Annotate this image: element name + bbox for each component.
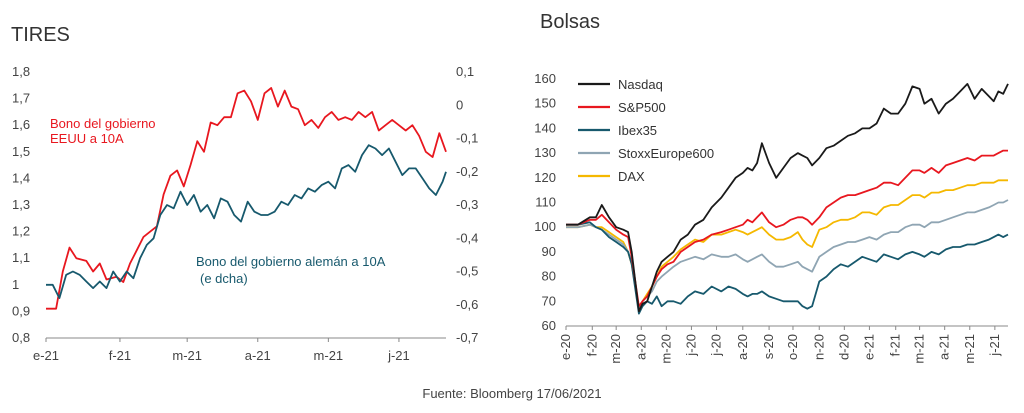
tires-left-tick-label: 0,9 — [12, 303, 30, 318]
bolsas-line-ibex35 — [566, 221, 1009, 315]
bolsas-y-tick-label: 150 — [534, 96, 556, 111]
bolsas-x-tick-label: m-21 — [962, 334, 977, 364]
bolsas-x-tick-label: e-20 — [558, 334, 573, 360]
bolsas-x-tick-label: j-21 — [987, 334, 1002, 357]
bolsas-x-tick-label: m-20 — [658, 334, 673, 364]
tires-right-tick-label: 0,1 — [456, 64, 474, 79]
bolsas-line-nasdaq — [566, 83, 1009, 313]
bolsas-y-tick-label: 100 — [534, 219, 556, 234]
tires-left-tick-label: 1,4 — [12, 170, 30, 185]
bolsas-x-tick-label: a-21 — [937, 334, 952, 360]
bolsas-y-tick-label: 120 — [534, 170, 556, 185]
tires-x-tick-label: m-21 — [172, 348, 202, 363]
de-bond-label-line1: Bono del gobierno alemán a 10A — [196, 254, 386, 269]
de-bond-label-line2: (e dcha) — [200, 271, 248, 286]
legend-label: DAX — [618, 169, 645, 184]
bolsas-x-tick-label: m-20 — [608, 334, 623, 364]
bolsas-y-tick-label: 70 — [542, 293, 556, 308]
tires-left-tick-label: 1,7 — [12, 91, 30, 106]
tires-right-tick-label: -0,5 — [456, 264, 478, 279]
tires-right-tick-label: -0,7 — [456, 330, 478, 345]
tires-x-tick-label: a-21 — [245, 348, 271, 363]
tires-chart-title: TIRES — [11, 24, 70, 46]
bolsas-x-tick-label: j-20 — [683, 334, 698, 357]
bolsas-x-tick-label: f-20 — [584, 334, 599, 356]
bolsas-x-tick-label: d-20 — [836, 334, 851, 360]
bolsas-y-tick-label: 130 — [534, 145, 556, 160]
tires-series — [46, 87, 447, 310]
tires-x-tick-label: e-21 — [33, 348, 59, 363]
bolsas-x-tick-label: e-21 — [861, 334, 876, 360]
bolsas-x-tick-label: f-21 — [888, 334, 903, 356]
legend-label: StoxxEurope600 — [618, 146, 714, 161]
tires-left-tick-label: 1,5 — [12, 144, 30, 159]
bolsas-x-tick-label: o-20 — [785, 334, 800, 360]
bolsas-x-tick-label: m-21 — [912, 334, 927, 364]
bolsas-y-tick-label: 80 — [542, 269, 556, 284]
bolsas-y-tick-label: 90 — [542, 244, 556, 259]
tires-right-axis: -0,7 -0,6 -0,5 -0,4 -0,3 -0,2 -0,1 0 0,1 — [456, 64, 478, 345]
bolsas-x-tick-label: n-20 — [811, 334, 826, 360]
us-bond-label-line2: EEUU a 10A — [50, 131, 124, 146]
tires-right-tick-label: -0,1 — [456, 131, 478, 146]
tires-right-tick-label: -0,4 — [456, 230, 478, 245]
tires-left-tick-label: 1,8 — [12, 64, 30, 79]
tires-left-tick-label: 1,3 — [12, 197, 30, 212]
tires-x-axis: e-21 f-21 m-21 a-21 m-21 j-21 — [33, 337, 446, 363]
tires-annotations: Bono del gobierno EEUU a 10A Bono del go… — [50, 116, 386, 286]
tires-right-tick-label: -0,6 — [456, 297, 478, 312]
bolsas-line-stoxxeurope600 — [566, 199, 1009, 310]
us-bond-label-line1: Bono del gobierno — [50, 116, 156, 131]
legend-label: Ibex35 — [618, 123, 657, 138]
tires-right-tick-label: 0 — [456, 97, 463, 112]
tires-x-tick-label: j-21 — [387, 348, 410, 363]
bolsas-x-tick-label: j-20 — [709, 334, 724, 357]
legend-label: Nasdaq — [618, 77, 663, 92]
source-note: Fuente: Bloomberg 17/06/2021 — [422, 386, 602, 401]
tires-left-tick-label: 1,1 — [12, 250, 30, 265]
bolsas-y-tick-label: 110 — [535, 195, 556, 210]
bolsas-legend: Nasdaq S&P500 Ibex35 StoxxEurope600 DAX — [578, 77, 714, 184]
tires-left-tick-label: 0,8 — [12, 330, 30, 345]
bolsas-series — [566, 83, 1009, 315]
tires-left-tick-label: 1 — [12, 277, 19, 292]
tires-left-tick-label: 1,2 — [12, 224, 30, 239]
bolsas-x-tick-label: a-20 — [633, 334, 648, 360]
bolsas-line-sp500 — [566, 149, 1008, 308]
tires-x-tick-label: m-21 — [314, 348, 344, 363]
tires-x-tick-label: f-21 — [109, 348, 131, 363]
tires-left-tick-label: 1,6 — [12, 117, 30, 132]
tires-right-tick-label: -0,3 — [456, 197, 478, 212]
bolsas-x-tick-label: a-20 — [735, 334, 750, 360]
bolsas-y-tick-label: 160 — [534, 71, 556, 86]
bolsas-y-axis: 60 70 80 90 100 110 120 130 140 150 160 — [534, 71, 556, 333]
bolsas-y-tick-label: 60 — [542, 318, 556, 333]
bolsas-chart-title: Bolsas — [540, 11, 600, 33]
legend-label: S&P500 — [618, 100, 666, 115]
bolsas-y-tick-label: 140 — [534, 120, 556, 135]
tires-left-axis: 0,8 0,9 1 1,1 1,2 1,3 1,4 1,5 1,6 1,7 1,8 — [12, 64, 30, 345]
bolsas-x-axis: e-20 f-20 m-20 a-20 m-20 j-20 j-20 a-20 s-20 o-20… — [558, 325, 1008, 364]
tires-right-tick-label: -0,2 — [456, 164, 478, 179]
bolsas-line-dax — [566, 179, 1008, 313]
bolsas-x-tick-label: s-20 — [761, 334, 776, 359]
de-bond-10y-line — [46, 144, 447, 300]
